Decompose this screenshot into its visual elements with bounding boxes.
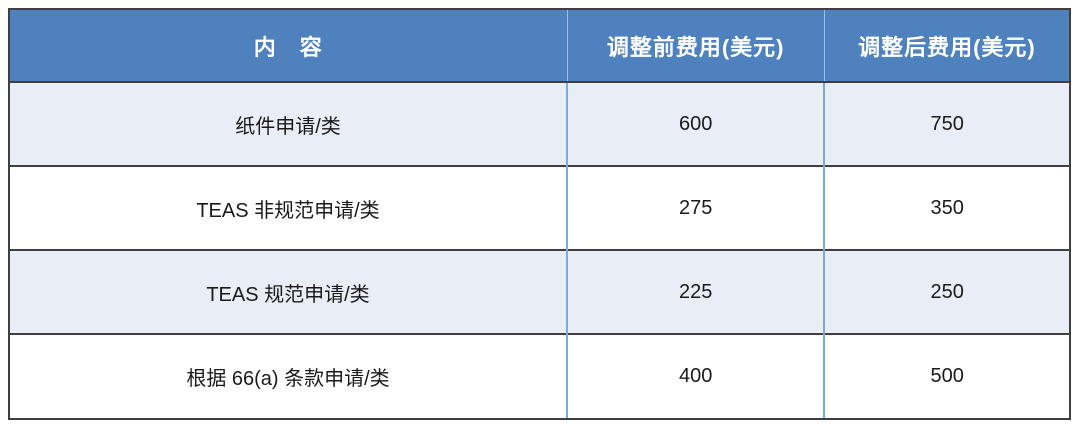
cell-fee-after: 250 [823, 249, 1069, 334]
cell-item: TEAS 规范申请/类 [10, 249, 568, 334]
column-header-fee-after: 调整后费用(美元) [823, 10, 1069, 82]
cell-fee-before: 600 [566, 81, 825, 166]
fee-table-body: 纸件申请/类 600 750 TEAS 非规范申请/类 275 350 TEAS 规范申请/… [10, 81, 1069, 418]
cell-fee-after: 350 [823, 165, 1069, 250]
header-row: 内 容 调整前费用(美元) 调整后费用(美元) [10, 10, 1069, 82]
column-header-fee-before: 调整前费用(美元) [566, 10, 825, 82]
cell-fee-after: 500 [823, 333, 1069, 418]
fee-adjustment-table: 内 容 调整前费用(美元) 调整后费用(美元) 纸件申请/类 600 750 TEAS… [8, 8, 1071, 420]
fee-table-header: 内 容 调整前费用(美元) 调整后费用(美元) [10, 10, 1069, 82]
cell-fee-before: 400 [566, 333, 825, 418]
cell-item: 根据 66(a) 条款申请/类 [10, 333, 568, 418]
cell-item: TEAS 非规范申请/类 [10, 165, 568, 250]
cell-item: 纸件申请/类 [10, 81, 568, 166]
table-row: 纸件申请/类 600 750 [10, 81, 1069, 166]
table-row: 根据 66(a) 条款申请/类 400 500 [10, 333, 1069, 418]
table-row: TEAS 非规范申请/类 275 350 [10, 165, 1069, 250]
cell-fee-before: 225 [566, 249, 825, 334]
column-header-content: 内 容 [10, 10, 568, 82]
table-row: TEAS 规范申请/类 225 250 [10, 249, 1069, 334]
cell-fee-after: 750 [823, 81, 1069, 166]
fee-table: 内 容 调整前费用(美元) 调整后费用(美元) 纸件申请/类 600 750 TEAS… [10, 10, 1069, 418]
cell-fee-before: 275 [566, 165, 825, 250]
